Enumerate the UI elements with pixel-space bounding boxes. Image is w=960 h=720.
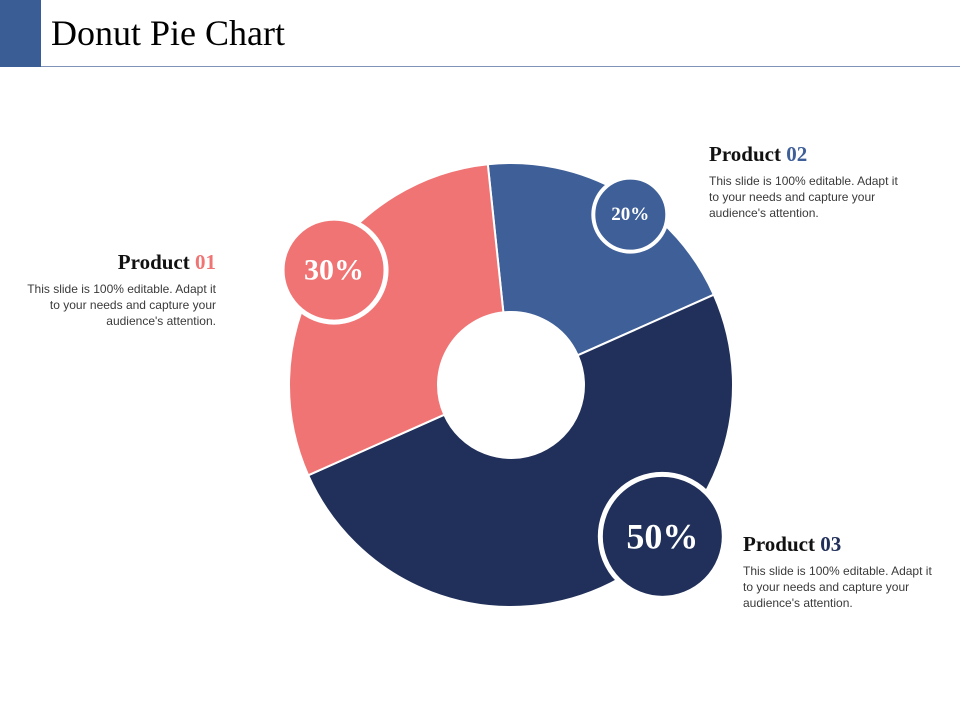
product-02-badge xyxy=(591,175,670,254)
product-03-badge xyxy=(597,471,727,601)
product-03-description: This slide is 100% editable. Adapt it to… xyxy=(743,564,932,610)
product-01-number: 01 xyxy=(195,250,216,274)
title-divider xyxy=(41,66,960,67)
product-02-name: Product xyxy=(709,142,781,166)
product-02-description: This slide is 100% editable. Adapt it to… xyxy=(709,174,898,220)
product-01-title: Product 01 xyxy=(16,249,216,275)
product-01-description: This slide is 100% editable. Adapt it to… xyxy=(27,282,216,328)
product-03-data-label: 50% xyxy=(626,516,698,556)
product-02-title: Product 02 xyxy=(709,141,909,167)
product-03-number: 03 xyxy=(820,532,842,556)
product-03-label: Product 03 This slide is 100% editable. … xyxy=(743,531,943,611)
product-02-number: 02 xyxy=(786,142,808,166)
product-01-data-label: 30% xyxy=(304,254,364,287)
page-title: Donut Pie Chart xyxy=(51,13,285,53)
product-01-label: Product 01 This slide is 100% editable. … xyxy=(16,249,216,329)
product-02-label: Product 02 This slide is 100% editable. … xyxy=(709,141,909,221)
product-03-name: Product xyxy=(743,532,815,556)
product-02-data-label: 20% xyxy=(611,204,649,225)
product-03-title: Product 03 xyxy=(743,531,943,557)
title-accent-bar xyxy=(0,0,41,67)
product-01-name: Product xyxy=(117,250,190,274)
product-01-badge xyxy=(279,215,389,325)
product-02-slice xyxy=(486,162,716,357)
